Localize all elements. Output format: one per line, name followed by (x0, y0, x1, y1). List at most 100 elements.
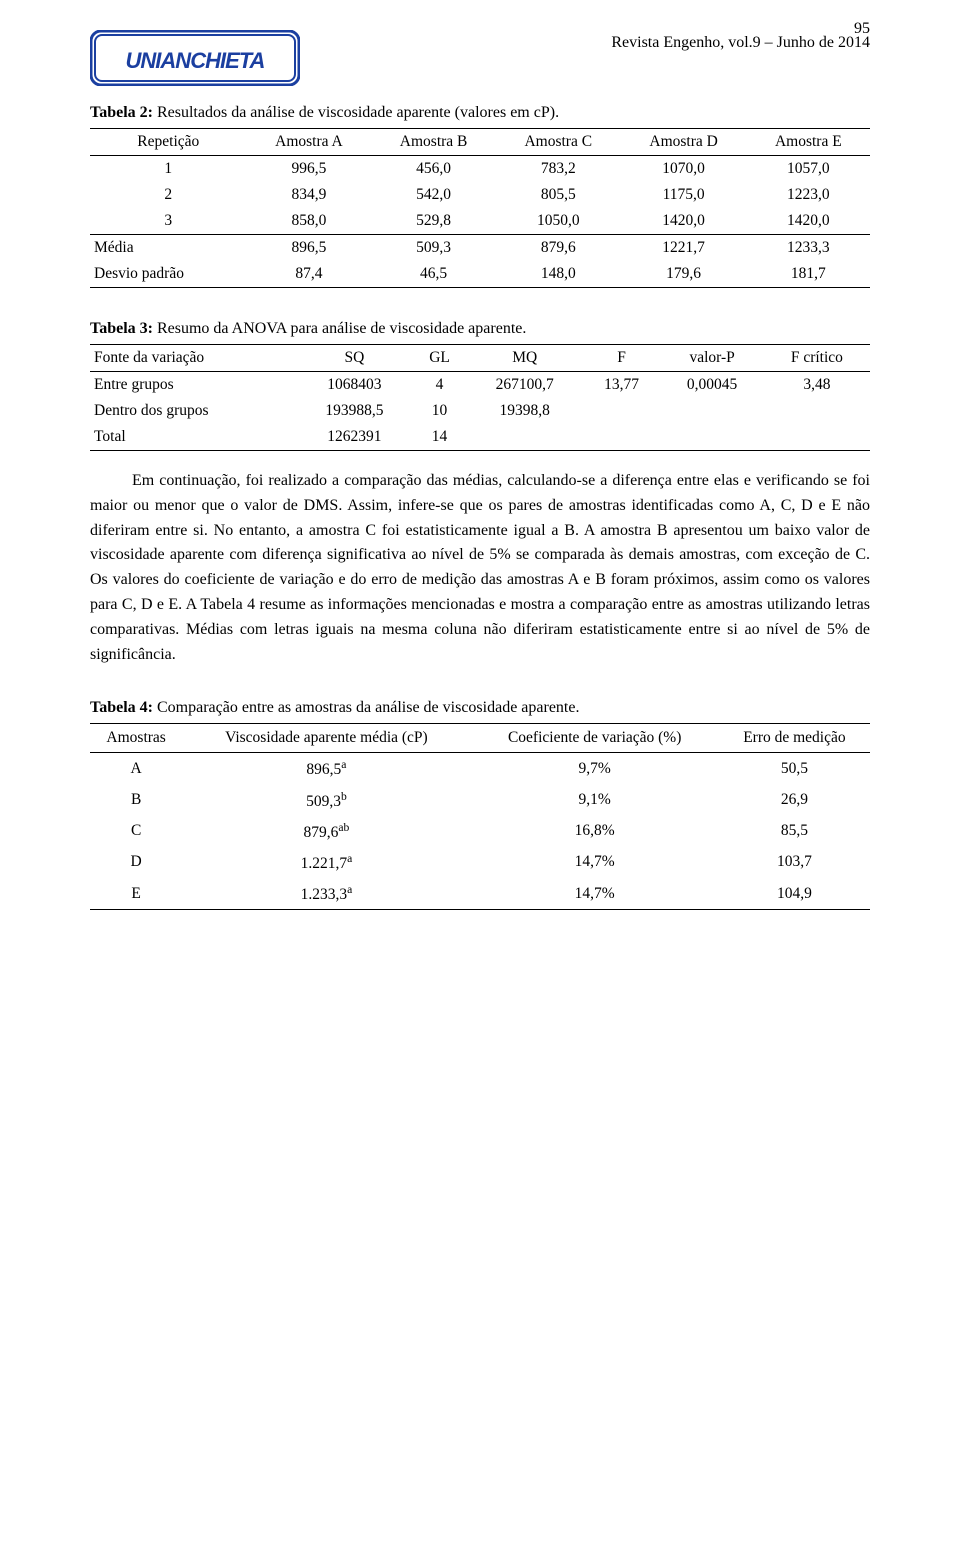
svg-text:UNIANCHIETA: UNIANCHIETA (126, 48, 265, 73)
table-cell: 181,7 (747, 261, 870, 288)
table-cell: A (90, 753, 182, 785)
table4-header-cell: Amostras (90, 724, 182, 753)
table-cell: 783,2 (496, 156, 621, 183)
table2-header-cell: Amostra E (747, 129, 870, 156)
table-cell: D (90, 847, 182, 878)
table3-header-cell: SQ (296, 345, 412, 372)
table2-header-cell: Amostra B (371, 129, 496, 156)
paragraph-text: Em continuação, foi realizado a comparaç… (90, 469, 870, 667)
journal-line: Revista Engenho, vol.9 – Junho de 2014 (300, 30, 870, 52)
table-cell: 1221,7 (621, 235, 747, 262)
table-cell: 10 (412, 398, 466, 424)
table4-caption-rest: Comparação entre as amostras da análise … (153, 699, 579, 716)
table-cell: 805,5 (496, 182, 621, 208)
table-row: C879,6ab16,8%85,5 (90, 816, 870, 847)
table2-caption: Tabela 2: Resultados da análise de visco… (90, 104, 870, 122)
table-row: Desvio padrão87,446,5148,0179,6181,7 (90, 261, 870, 288)
table4: AmostrasViscosidade aparente média (cP)C… (90, 723, 870, 910)
table-cell: 9,7% (471, 753, 719, 785)
table-cell: 148,0 (496, 261, 621, 288)
table-cell: 46,5 (371, 261, 496, 288)
table-cell: 1.233,3a (182, 878, 470, 910)
table-cell: Média (90, 235, 247, 262)
table-row: A896,5a9,7%50,5 (90, 753, 870, 785)
table-row: E1.233,3a14,7%104,9 (90, 878, 870, 910)
table-row: 2834,9542,0805,51175,01223,0 (90, 182, 870, 208)
table-cell: 193988,5 (296, 398, 412, 424)
table-cell: 456,0 (371, 156, 496, 183)
table-cell: 1 (90, 156, 247, 183)
table2-caption-bold: Tabela 2: (90, 104, 153, 121)
table3-caption-bold: Tabela 3: (90, 320, 153, 337)
table3-header-cell: Fonte da variação (90, 345, 296, 372)
table-cell: E (90, 878, 182, 910)
table-cell: Entre grupos (90, 372, 296, 399)
table-cell (467, 424, 583, 451)
table4-caption-bold: Tabela 4: (90, 699, 153, 716)
table4-caption: Tabela 4: Comparação entre as amostras d… (90, 699, 870, 717)
table-cell (660, 424, 763, 451)
table-cell: 858,0 (247, 208, 372, 235)
table-cell: 879,6 (496, 235, 621, 262)
table-row: B509,3b9,1%26,9 (90, 785, 870, 816)
table2-caption-rest: Resultados da análise de viscosidade apa… (153, 104, 559, 121)
table-cell: 14,7% (471, 878, 719, 910)
table3-header-cell: valor-P (660, 345, 763, 372)
table-cell: 1.221,7a (182, 847, 470, 878)
table-cell: 1233,3 (747, 235, 870, 262)
table4-header-row: AmostrasViscosidade aparente média (cP)C… (90, 724, 870, 753)
table-cell (660, 398, 763, 424)
table-cell: 4 (412, 372, 466, 399)
table3-header-cell: F crítico (764, 345, 870, 372)
table3-caption-rest: Resumo da ANOVA para análise de viscosid… (153, 320, 526, 337)
table-cell: 1262391 (296, 424, 412, 451)
table-cell: 16,8% (471, 816, 719, 847)
table3-header-cell: GL (412, 345, 466, 372)
table-cell: Dentro dos grupos (90, 398, 296, 424)
table-cell: 19398,8 (467, 398, 583, 424)
table-row: Total126239114 (90, 424, 870, 451)
table-cell: 104,9 (719, 878, 870, 910)
page-number: 95 (854, 20, 870, 38)
table3-caption: Tabela 3: Resumo da ANOVA para análise d… (90, 320, 870, 338)
table-cell: 896,5a (182, 753, 470, 785)
table-cell: 1050,0 (496, 208, 621, 235)
table-cell: Total (90, 424, 296, 451)
table-cell (764, 398, 870, 424)
table-cell (583, 424, 661, 451)
table-cell: C (90, 816, 182, 847)
table-cell (764, 424, 870, 451)
table-row: Entre grupos10684034267100,713,770,00045… (90, 372, 870, 399)
table2-header-cell: Amostra C (496, 129, 621, 156)
table-cell: 50,5 (719, 753, 870, 785)
table-cell: 879,6ab (182, 816, 470, 847)
table3-header-cell: F (583, 345, 661, 372)
table-cell: 996,5 (247, 156, 372, 183)
table-cell: 509,3 (371, 235, 496, 262)
table-cell: 834,9 (247, 182, 372, 208)
table-cell: 85,5 (719, 816, 870, 847)
table-cell (583, 398, 661, 424)
body-paragraph: Em continuação, foi realizado a comparaç… (90, 469, 870, 667)
table-cell: 9,1% (471, 785, 719, 816)
table3: Fonte da variaçãoSQGLMQFvalor-PF crítico… (90, 344, 870, 451)
table-row: Dentro dos grupos193988,51019398,8 (90, 398, 870, 424)
table-cell: 14 (412, 424, 466, 451)
table4-header-cell: Erro de medição (719, 724, 870, 753)
table-cell: 267100,7 (467, 372, 583, 399)
table-cell: 87,4 (247, 261, 372, 288)
table-cell: 3,48 (764, 372, 870, 399)
table-cell: 0,00045 (660, 372, 763, 399)
table2-header-cell: Amostra A (247, 129, 372, 156)
table-cell: 26,9 (719, 785, 870, 816)
table2-header-cell: Repetição (90, 129, 247, 156)
table-cell: 509,3b (182, 785, 470, 816)
table-cell: 13,77 (583, 372, 661, 399)
table-cell: 103,7 (719, 847, 870, 878)
table-row: 3858,0529,81050,01420,01420,0 (90, 208, 870, 235)
table3-header-row: Fonte da variaçãoSQGLMQFvalor-PF crítico (90, 345, 870, 372)
table-cell: 896,5 (247, 235, 372, 262)
unianchieta-logo: UNIANCHIETA (90, 30, 300, 86)
table-cell: 179,6 (621, 261, 747, 288)
table-cell: 1420,0 (747, 208, 870, 235)
